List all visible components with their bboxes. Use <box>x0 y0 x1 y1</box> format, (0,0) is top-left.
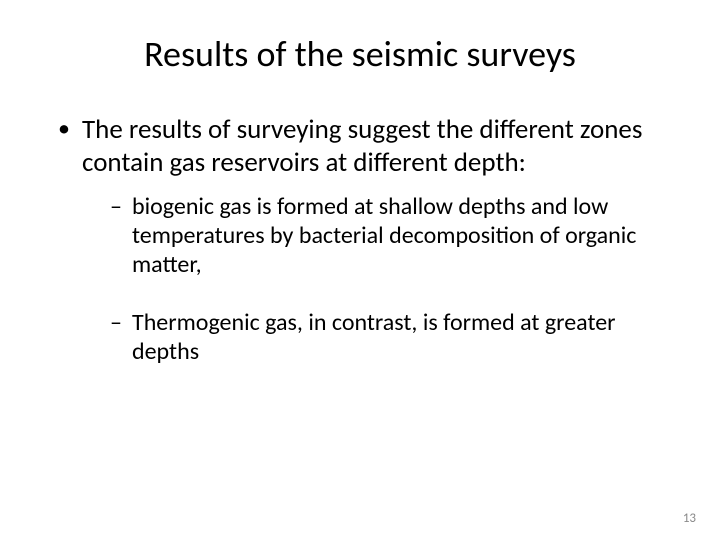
bullet-list-level1: The results of surveying suggest the dif… <box>40 114 680 366</box>
sub-bullet2-text: Thermogenic gas, in contrast, is formed … <box>132 308 616 366</box>
slide-container: Results of the seismic surveys The resul… <box>0 0 720 540</box>
list-item: Thermogenic gas, in contrast, is formed … <box>110 308 680 367</box>
slide-title: Results of the seismic surveys <box>40 32 680 76</box>
sub-bullet1-text: biogenic gas is formed at shallow depths… <box>132 192 636 280</box>
bullet1-text: The results of surveying suggest the dif… <box>82 113 642 179</box>
bullet-list-level2: biogenic gas is formed at shallow depths… <box>82 192 680 366</box>
page-number: 13 <box>683 511 696 526</box>
list-item: biogenic gas is formed at shallow depths… <box>110 192 680 280</box>
list-item: The results of surveying suggest the dif… <box>58 114 680 366</box>
